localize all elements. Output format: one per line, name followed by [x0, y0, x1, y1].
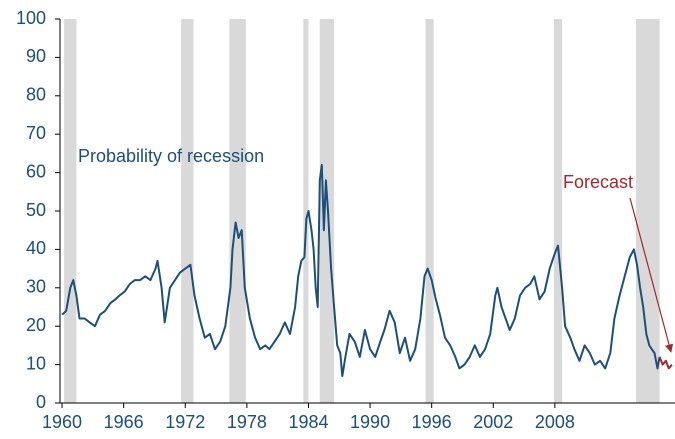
axes: 0 10 20 30 40 50 60 70 80 90 100 1960 1966 1972 1978 19… — [16, 8, 675, 432]
lines — [61, 163, 673, 378]
recession-band — [64, 19, 77, 403]
x-tick-label: 2002 — [473, 412, 513, 432]
x-tick-label: 2008 — [535, 412, 575, 432]
recession-band — [425, 19, 434, 403]
recession-band — [229, 19, 246, 403]
x-tick-label: 1984 — [288, 412, 328, 432]
y-tick-label: 70 — [26, 123, 46, 143]
x-tick-label: 1996 — [412, 412, 452, 432]
y-tick-label: 40 — [26, 238, 46, 258]
forecast-arrow — [629, 197, 674, 353]
x-tick-label: 1978 — [227, 412, 267, 432]
y-tick-label: 90 — [26, 46, 46, 66]
series-line — [658, 356, 673, 370]
x-tick-label: 1972 — [165, 412, 205, 432]
series-line — [61, 163, 661, 378]
x-tick-label: 1966 — [104, 412, 144, 432]
y-tick-label: 10 — [26, 353, 46, 373]
recession-band — [303, 19, 309, 403]
y-tick-label: 0 — [36, 392, 46, 412]
series-label: Probability of recession — [78, 146, 264, 166]
y-tick-label: 60 — [26, 161, 46, 181]
y-tick-label: 100 — [16, 8, 46, 28]
y-tick-label: 50 — [26, 200, 46, 220]
recession-band — [181, 19, 194, 403]
y-tick-label: 30 — [26, 277, 46, 297]
recession-band — [635, 19, 660, 403]
y-tick-label: 20 — [26, 315, 46, 335]
y-tick-label: 80 — [26, 85, 46, 105]
forecast-label: Forecast — [563, 172, 633, 192]
x-tick-label: 1990 — [350, 412, 390, 432]
x-tick-label: 1960 — [42, 412, 82, 432]
recession-band — [553, 19, 563, 403]
recession-band — [319, 19, 335, 403]
